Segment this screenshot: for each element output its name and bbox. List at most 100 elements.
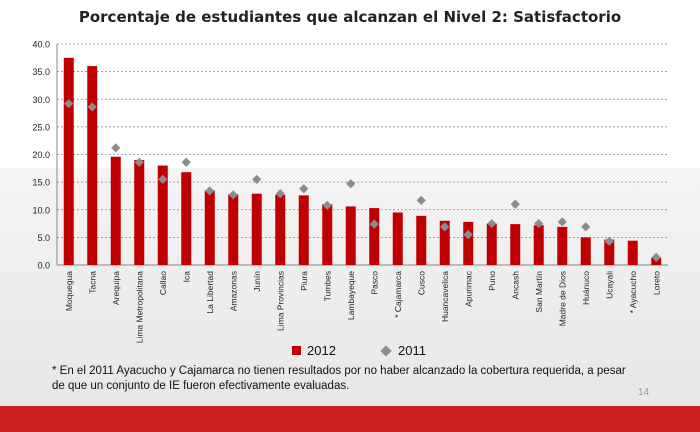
markers-2011 <box>64 99 661 262</box>
y-tick-label: 35.0 <box>32 67 50 77</box>
x-tick-label: Lima Metropolitana <box>134 271 144 344</box>
marker-2011 <box>299 184 309 194</box>
marker-2011 <box>557 217 567 227</box>
y-tick-label: 10.0 <box>32 205 50 215</box>
x-tick-label: * Cajamarca <box>393 271 403 318</box>
bar-2012 <box>134 160 145 265</box>
bar-2012 <box>580 237 591 265</box>
bar-2012 <box>228 194 239 265</box>
legend-label-2012: 2012 <box>307 343 336 358</box>
x-tick-label: Junín <box>252 271 262 292</box>
bar-2012 <box>392 212 403 265</box>
marker-2011 <box>604 236 614 246</box>
y-tick-label: 0.0 <box>37 261 50 271</box>
bar-2012 <box>181 172 192 265</box>
y-tick-label: 20.0 <box>32 150 50 160</box>
bar-2012 <box>557 226 568 265</box>
marker-2011 <box>534 218 544 229</box>
marker-2011 <box>581 222 591 232</box>
marker-2011 <box>440 222 450 232</box>
marker-2011 <box>651 252 661 262</box>
bar-2012 <box>298 195 309 265</box>
marker-2011 <box>134 157 144 167</box>
x-tick-label: Huánuco <box>581 271 591 305</box>
marker-2011 <box>487 218 497 229</box>
marker-2011 <box>64 99 74 109</box>
x-tick-label: Tumbes <box>322 271 332 301</box>
marker-2011 <box>346 179 356 189</box>
x-tick-label: Puno <box>487 271 497 291</box>
x-tick-label: Callao <box>158 271 168 295</box>
y-tick-label: 5.0 <box>37 233 50 243</box>
legend-bar-swatch <box>292 346 301 356</box>
marker-2011 <box>181 157 191 167</box>
bar-2012 <box>416 215 427 265</box>
bar-2012 <box>463 221 474 265</box>
x-tick-label: Ica <box>181 271 191 283</box>
footnote: * En el 2011 Ayacucho y Cajamarca no tie… <box>52 365 626 392</box>
x-tick-label: Huancavelica <box>440 271 450 322</box>
bars-2012 <box>63 57 662 265</box>
bar-2012 <box>275 194 286 265</box>
marker-2011 <box>252 174 262 184</box>
bar-2012 <box>63 57 74 265</box>
page-number: 14 <box>638 387 650 398</box>
bar-2012 <box>87 66 98 265</box>
x-tick-label: Madre de Dios <box>557 271 567 326</box>
y-tick-label: 30.0 <box>32 95 50 105</box>
bar-2012 <box>204 190 215 265</box>
marker-2011 <box>158 174 168 184</box>
y-tick-label: 40.0 <box>32 40 50 50</box>
bar-2012 <box>604 239 615 265</box>
gridlines <box>57 43 668 238</box>
marker-2011 <box>510 199 520 209</box>
x-tick-label: San Martín <box>534 271 544 313</box>
legend-label-2011: 2011 <box>398 343 426 358</box>
x-tick-label: Ucayali <box>604 271 614 299</box>
y-axis-labels: 0.0 5.0 10.0 15.0 20.0 25.0 30.0 35.0 40.0 <box>32 40 50 271</box>
x-tick-label: Tacna <box>87 271 97 294</box>
y-tick-label: 15.0 <box>32 178 50 188</box>
bar-2012 <box>110 156 121 265</box>
x-tick-label: * Ayacucho <box>628 271 638 314</box>
bar-2012 <box>251 193 262 265</box>
chart-title: Porcentaje de estudiantes que alcanzan e… <box>78 8 622 26</box>
marker-2011 <box>463 230 473 240</box>
bar-2012 <box>486 223 497 265</box>
marker-2011 <box>322 200 332 210</box>
x-tick-label: Arequipa <box>111 271 121 305</box>
x-tick-label: Apurimac <box>463 270 473 307</box>
x-tick-label: Lambayeque <box>346 271 356 320</box>
x-tick-label: Cusco <box>416 271 426 295</box>
x-axis-labels: Moquegua Tacna Arequipa Lima Metropolitana C… <box>64 270 662 343</box>
bar-chart: Moquegua Tacna Arequipa Lima Metropolitana C… <box>32 40 668 343</box>
marker-2011 <box>275 189 285 199</box>
bar-2012 <box>322 204 333 265</box>
bar-2012 <box>510 224 521 265</box>
marker-2011 <box>369 219 379 229</box>
bar-2012 <box>439 220 450 265</box>
footer-bar <box>0 406 700 432</box>
bar-2012 <box>157 165 168 265</box>
legend-diamond-marker <box>380 344 392 357</box>
bar-2012 <box>627 240 638 265</box>
bar-2012 <box>533 225 544 265</box>
x-tick-label: La Libertad <box>205 271 215 314</box>
x-tick-label: Pasco <box>369 271 379 295</box>
marker-2011 <box>416 195 426 205</box>
marker-2011 <box>205 186 215 196</box>
x-tick-label: Ancash <box>510 271 520 300</box>
x-tick-label: Loreto <box>651 271 661 295</box>
marker-2011 <box>111 143 121 153</box>
legend-item-2012: 2012 <box>292 343 336 358</box>
marker-2011 <box>87 102 97 112</box>
y-tick-label: 25.0 <box>32 122 50 132</box>
x-tick-label: Piura <box>299 271 309 291</box>
marker-2011 <box>228 190 238 200</box>
bar-2012 <box>369 208 380 265</box>
x-tick-label: Lima Provincias <box>275 271 285 331</box>
x-tick-label: Amazonas <box>228 271 238 311</box>
bar-2012 <box>345 206 356 265</box>
x-tick-label: Moquegua <box>64 271 74 311</box>
legend-item-2011: 2011 <box>380 343 426 358</box>
